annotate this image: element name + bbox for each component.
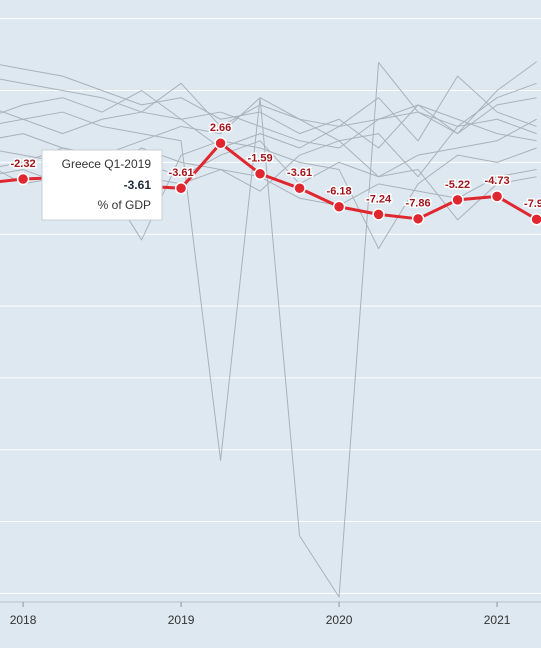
tooltip-title: Greece Q1-2019 [62, 157, 152, 171]
point [16, 172, 30, 186]
data-label: -3.61 [287, 167, 312, 179]
point [214, 136, 227, 150]
series-line [0, 90, 537, 149]
point [253, 167, 267, 181]
series-line [0, 75, 537, 149]
point [372, 208, 385, 221]
data-label: 2.66 [210, 122, 231, 134]
point [174, 182, 188, 195]
x-tick-label: 2021 [484, 613, 511, 627]
data-label: -7.24 [366, 193, 392, 205]
data-label: -7.93 [524, 198, 541, 210]
tooltip-unit: % of GDP [98, 198, 151, 212]
data-label: -6.18 [327, 186, 352, 198]
data-label: -2.32 [11, 158, 36, 170]
series-line [0, 61, 537, 149]
data-label: -3.61 [169, 167, 194, 179]
x-tick-label: 2019 [168, 613, 195, 627]
tooltip-box [41, 149, 163, 221]
point [451, 193, 464, 207]
point [332, 200, 346, 213]
point [530, 213, 541, 226]
data-label: -7.86 [406, 198, 431, 210]
point [411, 212, 425, 226]
tooltip-value: -3.61 [124, 178, 152, 192]
tooltip: Greece Q1-2019 -3.61 % of GDP [41, 149, 163, 221]
series-line [0, 78, 537, 178]
x-tick-label: 2018 [10, 613, 37, 627]
point [490, 190, 504, 203]
x-tick-label: 2020 [326, 613, 353, 627]
point [293, 182, 306, 195]
data-label: -1.59 [248, 153, 273, 165]
data-label: -4.73 [485, 175, 510, 187]
data-label: -5.22 [445, 179, 470, 191]
